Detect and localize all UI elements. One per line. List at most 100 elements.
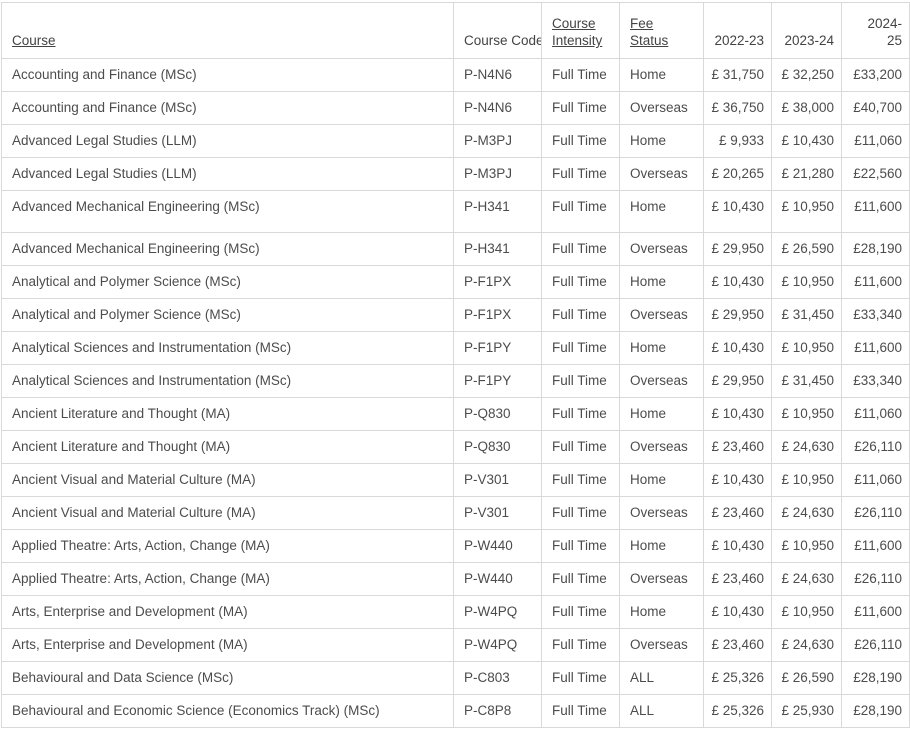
header-row: Course Course Code Course Intensity Fee Sta…: [1, 2, 910, 59]
cell-fee_2024_25: £26,110: [841, 496, 910, 530]
column-header-fee_2024_25: 2024-25: [841, 2, 910, 59]
cell-fee_2023_24: £ 10,950: [771, 331, 842, 365]
cell-course: Analytical and Polymer Science (MSc): [1, 298, 454, 332]
cell-fee_2024_25: £28,190: [841, 694, 910, 728]
cell-course: Advanced Legal Studies (LLM): [1, 157, 454, 191]
cell-fee_2022_23: £ 29,950: [703, 232, 772, 266]
cell-fee_2024_25: £22,560: [841, 157, 910, 191]
column-header-fee_status[interactable]: Fee Status: [619, 2, 704, 59]
cell-course_code: P-N4N6: [453, 91, 542, 125]
table-row: Applied Theatre: Arts, Action, Change (M…: [1, 529, 910, 563]
cell-course_code: P-H341: [453, 190, 542, 233]
cell-course: Accounting and Finance (MSc): [1, 58, 454, 92]
cell-fee_2023_24: £ 24,630: [771, 496, 842, 530]
cell-fee_status: Home: [619, 529, 704, 563]
cell-course_code: P-M3PJ: [453, 157, 542, 191]
cell-course_code: P-H341: [453, 232, 542, 266]
column-label-fee_2022_23: 2022-23: [714, 33, 764, 48]
cell-course_intensity: Full Time: [541, 190, 620, 233]
cell-course_intensity: Full Time: [541, 298, 620, 332]
table-row: Advanced Legal Studies (LLM) P-M3PJ Full T…: [1, 157, 910, 191]
cell-course_code: P-W440: [453, 562, 542, 596]
cell-fee_2024_25: £33,340: [841, 298, 910, 332]
column-header-fee_2023_24: 2023-24: [771, 2, 842, 59]
cell-fee_2022_23: £ 10,430: [703, 529, 772, 563]
table-row: Behavioural and Economic Science (Econom…: [1, 694, 910, 728]
cell-fee_2022_23: £ 23,460: [703, 496, 772, 530]
cell-fee_status: Home: [619, 265, 704, 299]
column-header-course_intensity[interactable]: Course Intensity: [541, 2, 620, 59]
cell-fee_status: Overseas: [619, 496, 704, 530]
cell-fee_2022_23: £ 9,933: [703, 124, 772, 158]
cell-course_code: P-W4PQ: [453, 595, 542, 629]
cell-fee_2024_25: £28,190: [841, 661, 910, 695]
cell-course: Ancient Visual and Material Culture (MA): [1, 496, 454, 530]
sort-link-course[interactable]: Course: [12, 33, 56, 48]
cell-fee_2024_25: £11,600: [841, 595, 910, 629]
cell-fee_2023_24: £ 10,950: [771, 190, 842, 233]
cell-fee_2022_23: £ 31,750: [703, 58, 772, 92]
cell-course_intensity: Full Time: [541, 562, 620, 596]
cell-fee_2023_24: £ 31,450: [771, 298, 842, 332]
cell-course: Behavioural and Economic Science (Econom…: [1, 694, 454, 728]
cell-course_intensity: Full Time: [541, 364, 620, 398]
table-row: Ancient Visual and Material Culture (MA)…: [1, 463, 910, 497]
cell-fee_2022_23: £ 36,750: [703, 91, 772, 125]
cell-fee_2024_25: £28,190: [841, 232, 910, 266]
cell-course_intensity: Full Time: [541, 397, 620, 431]
cell-course: Arts, Enterprise and Development (MA): [1, 628, 454, 662]
cell-course: Advanced Mechanical Engineering (MSc): [1, 190, 454, 233]
cell-fee_2024_25: £40,700: [841, 91, 910, 125]
cell-course: Ancient Visual and Material Culture (MA): [1, 463, 454, 497]
cell-course_code: P-M3PJ: [453, 124, 542, 158]
cell-fee_status: Overseas: [619, 91, 704, 125]
cell-course: Ancient Literature and Thought (MA): [1, 430, 454, 464]
cell-fee_2022_23: £ 23,460: [703, 430, 772, 464]
cell-fee_2022_23: £ 25,326: [703, 694, 772, 728]
table-row: Analytical Sciences and Instrumentation …: [1, 331, 910, 365]
cell-fee_status: ALL: [619, 694, 704, 728]
column-header-course[interactable]: Course: [1, 2, 454, 59]
cell-fee_2024_25: £11,600: [841, 265, 910, 299]
cell-course_code: P-W4PQ: [453, 628, 542, 662]
cell-fee_2022_23: £ 10,430: [703, 463, 772, 497]
cell-course_intensity: Full Time: [541, 694, 620, 728]
cell-fee_2022_23: £ 20,265: [703, 157, 772, 191]
cell-course_intensity: Full Time: [541, 430, 620, 464]
sort-link-course_intensity[interactable]: Course Intensity: [552, 16, 603, 48]
cell-fee_2023_24: £ 10,430: [771, 124, 842, 158]
cell-fee_status: Home: [619, 190, 704, 233]
cell-fee_2023_24: £ 38,000: [771, 91, 842, 125]
cell-fee_2022_23: £ 29,950: [703, 298, 772, 332]
cell-course_intensity: Full Time: [541, 595, 620, 629]
cell-course_intensity: Full Time: [541, 157, 620, 191]
column-header-course_code: Course Code: [453, 2, 542, 59]
cell-fee_2022_23: £ 10,430: [703, 190, 772, 233]
cell-fee_2023_24: £ 10,950: [771, 595, 842, 629]
cell-fee_status: Home: [619, 331, 704, 365]
table-row: Ancient Literature and Thought (MA) P-Q83…: [1, 430, 910, 464]
cell-fee_status: Home: [619, 397, 704, 431]
cell-course_code: P-F1PY: [453, 364, 542, 398]
cell-course_intensity: Full Time: [541, 529, 620, 563]
table-body: Accounting and Finance (MSc) P-N4N6 Full T…: [1, 58, 910, 728]
cell-fee_status: ALL: [619, 661, 704, 695]
cell-fee_2023_24: £ 10,950: [771, 529, 842, 563]
sort-link-fee_status[interactable]: Fee Status: [630, 16, 669, 48]
table-row: Accounting and Finance (MSc) P-N4N6 Full T…: [1, 91, 910, 125]
cell-fee_2024_25: £11,600: [841, 331, 910, 365]
table-row: Arts, Enterprise and Development (MA) P-W…: [1, 628, 910, 662]
cell-fee_2023_24: £ 26,590: [771, 232, 842, 266]
cell-fee_2023_24: £ 25,930: [771, 694, 842, 728]
column-label-fee_2023_24: 2023-24: [784, 33, 834, 48]
table-row: Advanced Mechanical Engineering (MSc) P-H…: [1, 232, 910, 266]
cell-fee_2024_25: £11,060: [841, 124, 910, 158]
cell-course: Advanced Legal Studies (LLM): [1, 124, 454, 158]
cell-course_intensity: Full Time: [541, 232, 620, 266]
cell-fee_status: Overseas: [619, 430, 704, 464]
cell-fee_2023_24: £ 24,630: [771, 430, 842, 464]
cell-fee_status: Overseas: [619, 562, 704, 596]
cell-fee_2023_24: £ 21,280: [771, 157, 842, 191]
cell-course_intensity: Full Time: [541, 124, 620, 158]
